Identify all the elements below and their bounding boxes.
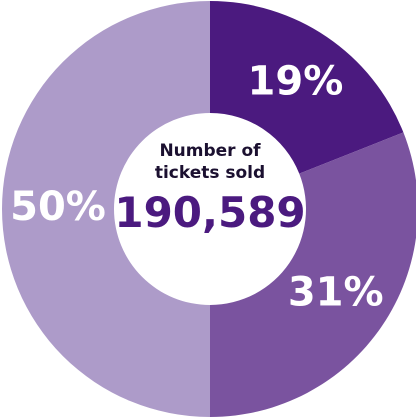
value-label: 50% [10,184,106,230]
donut-segment [210,132,416,417]
donut-segment [2,1,210,417]
value-label: 19% [248,58,344,104]
donut-segment [210,1,404,174]
center-block: Number of tickets sold 190,589 [110,140,310,237]
center-value: 190,589 [114,188,306,237]
center-title: Number of tickets sold [154,141,266,183]
value-label: 31% [288,269,384,315]
